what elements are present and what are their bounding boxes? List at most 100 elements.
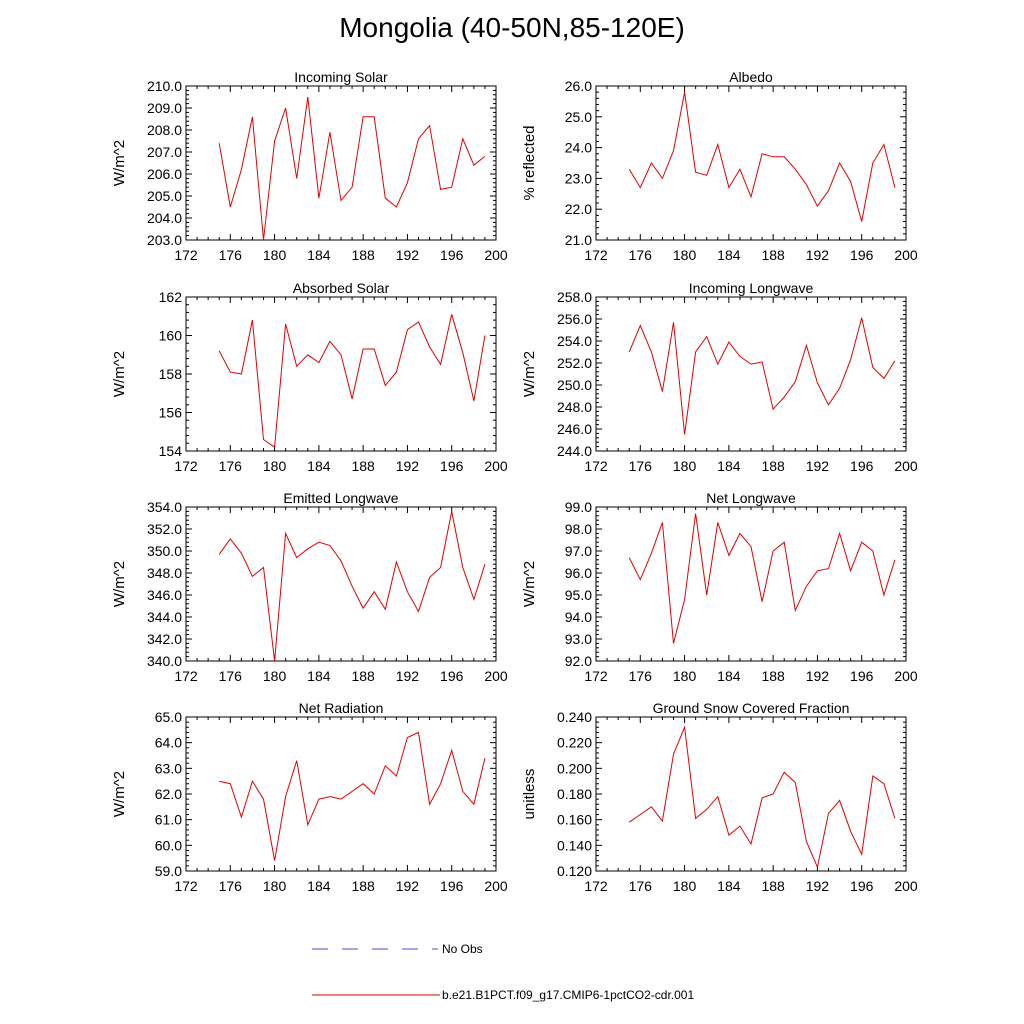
panel-7-ytick-label: 0.120 xyxy=(557,863,592,879)
panel-5-xtick-label: 192 xyxy=(806,668,830,684)
panel-4-xtick-label: 184 xyxy=(307,668,331,684)
panel-4-ytick-label: 340.0 xyxy=(147,653,182,669)
panel-4-xtick-label: 200 xyxy=(484,668,508,684)
panel-5-xtick-label: 196 xyxy=(850,668,874,684)
panel-7-ylabel: unitless xyxy=(521,769,538,820)
panel-7-frame xyxy=(595,716,907,872)
panel-0-frame xyxy=(185,85,497,241)
panel-3-ytick-label: 246.0 xyxy=(557,421,592,437)
panel-6-ytick-label: 62.0 xyxy=(155,786,182,802)
panel-5-title: Net Longwave xyxy=(706,490,796,506)
panel-7-xtick-label: 184 xyxy=(717,878,741,894)
panel-1-xtick-label: 188 xyxy=(761,247,785,263)
panel-4-ytick-label: 348.0 xyxy=(147,565,182,581)
panel-0-ytick-label: 204.0 xyxy=(147,210,182,226)
panel-2-ytick-label: 154 xyxy=(159,443,183,459)
panel-2-xtick-label: 196 xyxy=(440,458,464,474)
panel-3-xtick-label: 184 xyxy=(717,458,741,474)
panel-0-ylabel: W/m^2 xyxy=(111,140,128,186)
panel-2-xtick-label: 184 xyxy=(307,458,331,474)
panel-5-xtick-label: 180 xyxy=(673,668,697,684)
legend-model-label: b.e21.B1PCT.f09_g17.CMIP6-1pctCO2-cdr.00… xyxy=(442,988,695,1002)
panel-6-xtick-label: 180 xyxy=(263,878,287,894)
panel-3-xtick-label: 188 xyxy=(761,458,785,474)
panel-0-xtick-label: 188 xyxy=(351,247,375,263)
panel-2-ytick-label: 158 xyxy=(159,366,183,382)
panel-2-xtick-label: 192 xyxy=(396,458,420,474)
panel-1-xtick-label: 180 xyxy=(673,247,697,263)
panel-4-ytick-label: 344.0 xyxy=(147,609,182,625)
panel-1-frame xyxy=(595,85,907,241)
panel-5-ytick-label: 92.0 xyxy=(565,653,592,669)
panel-2-ylabel: W/m^2 xyxy=(111,351,128,397)
panel-1-ytick-label: 21.0 xyxy=(565,232,592,248)
panel-6-ytick-label: 65.0 xyxy=(155,709,182,725)
panel-1-ytick-label: 25.0 xyxy=(565,109,592,125)
panel-3-frame xyxy=(595,296,907,452)
main-title: Mongolia (40-50N,85-120E) xyxy=(339,12,685,43)
panel-1-ytick-label: 22.0 xyxy=(565,201,592,217)
panel-6-ytick-label: 64.0 xyxy=(155,735,182,751)
panel-7-ytick-label: 0.240 xyxy=(557,709,592,725)
panel-6-xtick-label: 172 xyxy=(174,878,198,894)
panel-5-ytick-label: 98.0 xyxy=(565,521,592,537)
panel-3-title: Incoming Longwave xyxy=(689,280,814,296)
panel-1-ytick-label: 24.0 xyxy=(565,140,592,156)
panel-4-xtick-label: 172 xyxy=(174,668,198,684)
panel-6-ytick-label: 63.0 xyxy=(155,760,182,776)
panel-4-ytick-label: 342.0 xyxy=(147,631,182,647)
panel-5-xtick-label: 200 xyxy=(894,668,918,684)
panel-2-xtick-label: 188 xyxy=(351,458,375,474)
panel-3-ytick-label: 256.0 xyxy=(557,311,592,327)
panel-5-ytick-label: 97.0 xyxy=(565,543,592,559)
panel-4-xtick-label: 188 xyxy=(351,668,375,684)
panel-3-ytick-label: 258.0 xyxy=(557,289,592,305)
panel-4-frame xyxy=(185,506,497,662)
panel-0-ytick-label: 208.0 xyxy=(147,122,182,138)
panel-3-ytick-label: 252.0 xyxy=(557,355,592,371)
panel-2-xtick-label: 176 xyxy=(219,458,243,474)
panel-3-ylabel: W/m^2 xyxy=(521,351,538,397)
panel-1-xtick-label: 172 xyxy=(584,247,608,263)
legend-model-line xyxy=(312,994,440,996)
panel-3-xtick-label: 176 xyxy=(629,458,653,474)
panel-0-ytick-label: 203.0 xyxy=(147,232,182,248)
panel-0-ytick-label: 205.0 xyxy=(147,188,182,204)
panel-4-ytick-label: 350.0 xyxy=(147,543,182,559)
panel-0-series-line xyxy=(218,96,486,241)
panel-0-ytick-label: 207.0 xyxy=(147,144,182,160)
panel-5-xtick-label: 176 xyxy=(629,668,653,684)
panel-6-xtick-label: 184 xyxy=(307,878,331,894)
panel-6-title: Net Radiation xyxy=(299,700,384,716)
panel-7-xtick-label: 200 xyxy=(894,878,918,894)
panel-3-ytick-label: 254.0 xyxy=(557,333,592,349)
panel-0-ytick-label: 210.0 xyxy=(147,78,182,94)
panel-0-xtick-label: 192 xyxy=(396,247,420,263)
panel-1-ytick-label: 26.0 xyxy=(565,78,592,94)
panel-7-xtick-label: 192 xyxy=(806,878,830,894)
panel-6-frame xyxy=(185,716,497,872)
panel-6-xtick-label: 200 xyxy=(484,878,508,894)
panel-6-ylabel: W/m^2 xyxy=(111,771,128,817)
panel-3-xtick-label: 196 xyxy=(850,458,874,474)
panel-4-ytick-label: 352.0 xyxy=(147,521,182,537)
panel-7-xtick-label: 180 xyxy=(673,878,697,894)
panel-1-ytick-label: 23.0 xyxy=(565,170,592,186)
panel-5-xtick-label: 188 xyxy=(761,668,785,684)
panel-4-ytick-label: 346.0 xyxy=(147,587,182,603)
panel-4-xtick-label: 176 xyxy=(219,668,243,684)
panel-7-xtick-label: 176 xyxy=(629,878,653,894)
panel-0-xtick-label: 200 xyxy=(484,247,508,263)
panel-4-title: Emitted Longwave xyxy=(283,490,398,506)
panel-2-ytick-label: 162 xyxy=(159,289,183,305)
panel-2-series-line xyxy=(218,314,486,449)
panel-6-xtick-label: 192 xyxy=(396,878,420,894)
panel-7-ytick-label: 0.220 xyxy=(557,735,592,751)
panel-5-frame xyxy=(595,506,907,662)
panel-4-series-line xyxy=(218,511,486,662)
panel-0-xtick-label: 172 xyxy=(174,247,198,263)
panel-6-series-line xyxy=(219,731,486,861)
panel-0-xtick-label: 196 xyxy=(440,247,464,263)
panel-4-xtick-label: 180 xyxy=(263,668,287,684)
panel-2-xtick-label: 200 xyxy=(484,458,508,474)
